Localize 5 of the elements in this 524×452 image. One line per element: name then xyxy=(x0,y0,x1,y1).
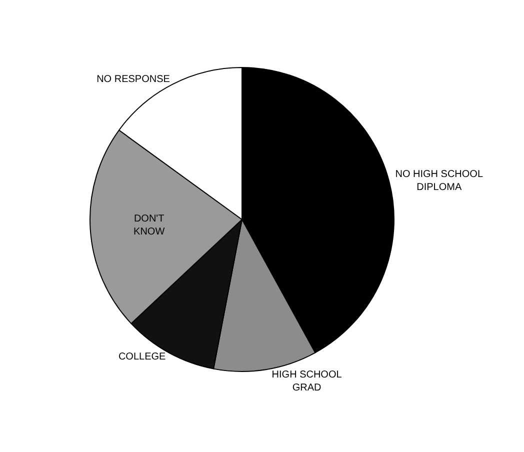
slice-label: NO HIGH SCHOOL DIPLOMA xyxy=(395,168,484,193)
slice-label: NO RESPONSE xyxy=(96,74,170,86)
slice-label: HIGH SCHOOL GRAD xyxy=(272,369,342,394)
slice-label: COLLEGE xyxy=(118,351,166,362)
slice-label: DON'T KNOW xyxy=(134,213,166,238)
